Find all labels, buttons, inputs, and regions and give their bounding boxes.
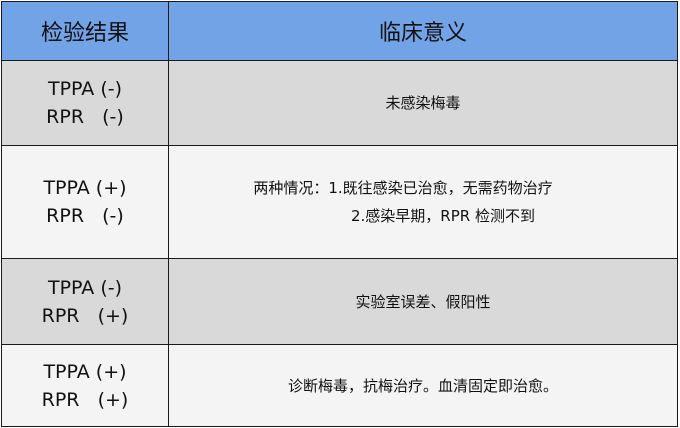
rpr-value: RPR (-) <box>46 205 124 227</box>
result-cell: TPPA (-) RPR (-) <box>1 60 169 146</box>
meaning-cell: 未感染梅毒 <box>168 60 678 146</box>
tppa-value: TPPA (-) <box>47 78 123 100</box>
meaning-text: 两种情况：1.既往感染已治愈，无需药物治疗 <box>253 179 553 197</box>
result-cell: TPPA (+) RPR (-) <box>1 145 169 259</box>
rpr-value: RPR (+) <box>41 304 129 327</box>
tppa-value: TPPA (+) <box>43 360 127 383</box>
result-cell: TPPA (+) RPR (+) <box>1 344 169 427</box>
rpr-value: RPR (+) <box>41 388 129 411</box>
tppa-value: TPPA (+) <box>43 177 127 199</box>
tppa-value: TPPA (-) <box>47 276 123 299</box>
table-row: TPPA (+) RPR (-) 两种情况：1.既往感染已治愈，无需药物治疗 2.感… <box>1 145 678 259</box>
meaning-cell: 两种情况：1.既往感染已治愈，无需药物治疗 2.感染早期，RPR 检测不到 <box>168 145 678 259</box>
table-row: TPPA (+) RPR (+) 诊断梅毒，抗梅治疗。血清固定即治愈。 <box>1 344 678 427</box>
meaning-text: 2.感染早期，RPR 检测不到 <box>351 207 535 225</box>
meaning-cell: 诊断梅毒，抗梅治疗。血清固定即治愈。 <box>168 344 678 427</box>
meaning-text: 实验室误差、假阳性 <box>355 292 491 311</box>
header-clinical-meaning: 临床意义 <box>168 1 678 61</box>
header-row: 检验结果 临床意义 <box>1 1 678 61</box>
header-test-result: 检验结果 <box>1 1 169 61</box>
table-row: TPPA (-) RPR (+) 实验室误差、假阳性 <box>1 258 678 345</box>
rpr-value: RPR (-) <box>46 106 124 128</box>
result-cell: TPPA (-) RPR (+) <box>1 258 169 345</box>
meaning-text: 诊断梅毒，抗梅治疗。血清固定即治愈。 <box>287 376 558 395</box>
meaning-text: 未感染梅毒 <box>385 94 461 112</box>
meaning-cell: 实验室误差、假阳性 <box>168 258 678 345</box>
table-row: TPPA (-) RPR (-) 未感染梅毒 <box>1 60 678 146</box>
